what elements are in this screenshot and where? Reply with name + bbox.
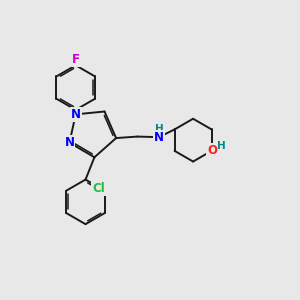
Text: Cl: Cl: [92, 182, 105, 195]
Text: F: F: [72, 53, 80, 66]
Text: N: N: [71, 108, 81, 121]
Text: H: H: [217, 141, 226, 152]
Text: N: N: [64, 136, 74, 149]
Text: O: O: [207, 144, 217, 157]
Text: N: N: [154, 131, 164, 144]
Text: H: H: [154, 124, 163, 134]
